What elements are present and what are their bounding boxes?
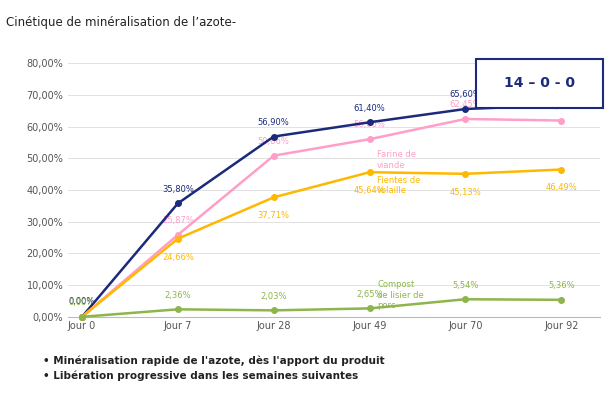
FancyBboxPatch shape — [476, 59, 603, 108]
Text: 35,80%: 35,80% — [162, 185, 194, 194]
Text: Compost
de lisier de
porc: Compost de lisier de porc — [377, 280, 424, 310]
Text: 45,64%: 45,64% — [354, 186, 386, 195]
Text: 5,54%: 5,54% — [452, 280, 478, 289]
Text: 37,71%: 37,71% — [258, 211, 290, 220]
Text: 56,06%: 56,06% — [354, 120, 386, 129]
Text: 2,36%: 2,36% — [165, 291, 191, 300]
Text: 25,87%: 25,87% — [162, 216, 194, 225]
Text: 50,86%: 50,86% — [258, 137, 290, 146]
Text: 62,45%: 62,45% — [450, 100, 482, 109]
Text: 24,66%: 24,66% — [162, 253, 194, 262]
Text: 61,95%: 61,95% — [546, 102, 577, 111]
Text: 61,40%: 61,40% — [354, 104, 386, 112]
Text: Fientes de
volaille: Fientes de volaille — [377, 176, 421, 195]
Text: Farine de
viande: Farine de viande — [377, 150, 416, 170]
Text: 56,90%: 56,90% — [258, 118, 290, 127]
Text: 2,65%: 2,65% — [356, 290, 383, 299]
Text: 65,60%: 65,60% — [450, 90, 482, 99]
Text: 66,80%: 66,80% — [546, 86, 577, 95]
Text: • Minéralisation rapide de l'azote, dès l'apport du produit: • Minéralisation rapide de l'azote, dès … — [43, 356, 384, 366]
Text: 0,00%: 0,00% — [69, 297, 95, 306]
Text: 2,03%: 2,03% — [261, 291, 287, 301]
Text: 14 – 0 - 0: 14 – 0 - 0 — [504, 76, 575, 90]
Text: 46,49%: 46,49% — [546, 183, 577, 192]
Text: • Libération progressive dans les semaines suivantes: • Libération progressive dans les semain… — [43, 370, 359, 381]
Text: Cinétique de minéralisation de l’azote-: Cinétique de minéralisation de l’azote- — [6, 16, 236, 29]
Text: 0,00%: 0,00% — [69, 298, 95, 307]
Text: 5,36%: 5,36% — [548, 281, 574, 290]
Text: 45,13%: 45,13% — [450, 188, 482, 197]
